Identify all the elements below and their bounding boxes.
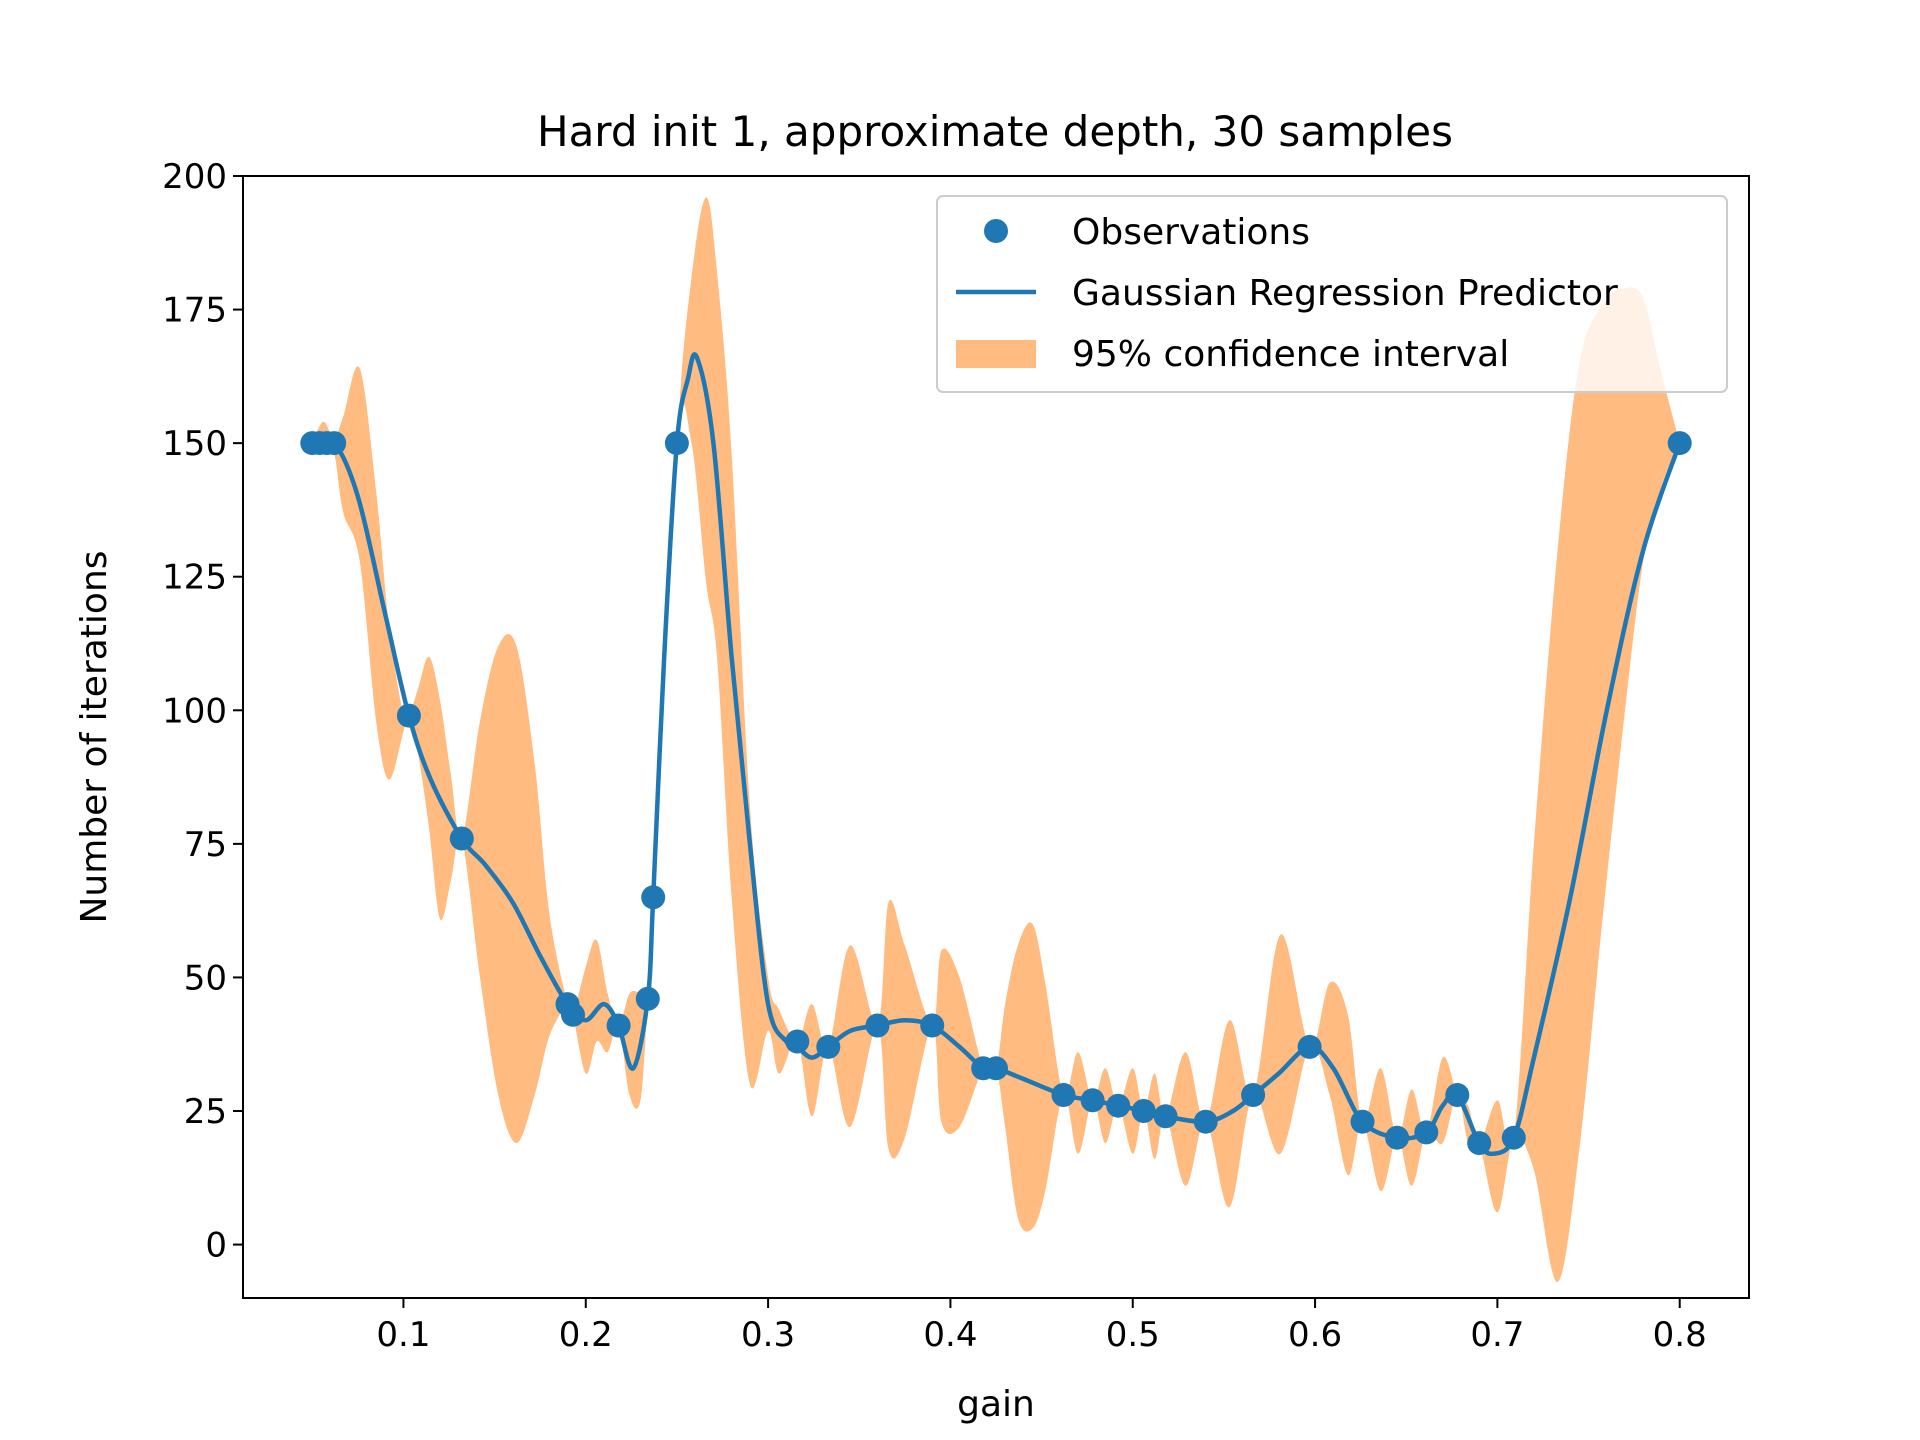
- x-tick-label: 0.8: [1653, 1315, 1707, 1355]
- x-tick-label: 0.2: [559, 1315, 613, 1355]
- legend-confidence-swatch: [956, 340, 1036, 368]
- x-axis-label: gain: [957, 1384, 1035, 1425]
- legend: Observations Gaussian Regression Predict…: [936, 195, 1728, 393]
- y-tick-label: 50: [184, 958, 227, 998]
- plot-frame: [242, 175, 1750, 1299]
- y-tick-label: 25: [184, 1092, 227, 1132]
- x-axis-ticks: 0.1 0.2 0.3 0.4 0.5 0.6 0.7 0.8: [376, 1298, 1707, 1355]
- y-tick-label: 125: [162, 558, 227, 598]
- y-tick-label: 175: [162, 291, 227, 331]
- x-tick-label: 0.1: [376, 1315, 430, 1355]
- x-tick-label: 0.3: [741, 1315, 795, 1355]
- x-tick-label: 0.6: [1288, 1315, 1342, 1355]
- plot-area: [300, 197, 1692, 1283]
- y-axis-ticks: 0 25 50 75 100 125 150 175 200: [162, 157, 243, 1266]
- y-axis-label: Number of iterations: [74, 550, 115, 923]
- y-tick-label: 75: [184, 825, 227, 865]
- x-tick-label: 0.4: [923, 1315, 977, 1355]
- legend-predictor-label: Gaussian Regression Predictor: [1072, 273, 1618, 314]
- legend-observations-label: Observations: [1072, 212, 1310, 253]
- predictor-line: [310, 352, 1683, 1157]
- x-tick-label: 0.7: [1470, 1315, 1524, 1355]
- legend-box: [936, 195, 1728, 393]
- y-tick-label: 200: [162, 157, 227, 197]
- confidence-interval-band: [312, 197, 1680, 1283]
- legend-confidence-label: 95% confidence interval: [1072, 334, 1509, 375]
- x-tick-label: 0.5: [1106, 1315, 1160, 1355]
- y-tick-label: 100: [162, 691, 227, 731]
- legend-observation-marker: [984, 219, 1008, 243]
- y-tick-label: 0: [205, 1226, 227, 1266]
- y-tick-label: 150: [162, 424, 227, 464]
- chart-title: Hard init 1, approximate depth, 30 sampl…: [537, 107, 1453, 156]
